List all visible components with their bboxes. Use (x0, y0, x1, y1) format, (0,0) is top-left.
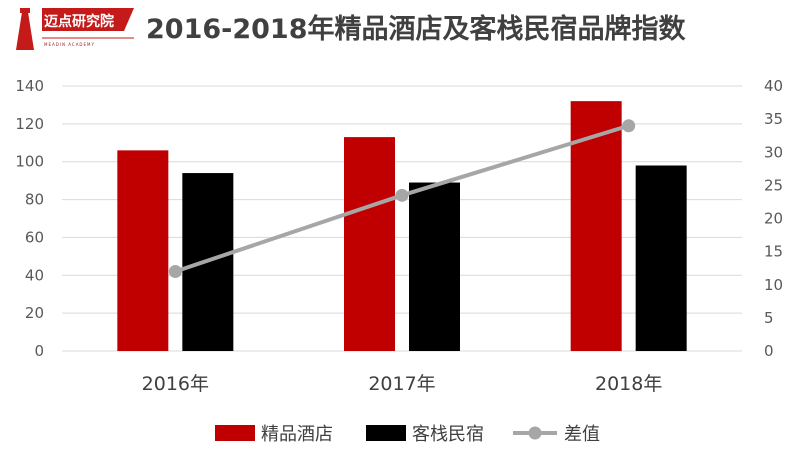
left-tick-label: 80 (25, 191, 44, 209)
legend-swatch (366, 425, 406, 441)
bar-boutique-hotel (117, 150, 169, 351)
legend: 精品酒店 客栈民宿 差值 (215, 424, 600, 445)
right-axis-ticks: 0 5 10 15 20 25 30 35 40 (764, 77, 783, 360)
left-tick-label: 60 (25, 228, 44, 246)
left-tick-label: 120 (15, 115, 44, 133)
chart-title: 2016-2018年精品酒店及客栈民宿品牌指数 (146, 13, 686, 45)
bar-boutique-hotel (344, 137, 395, 351)
legend-swatch (215, 425, 255, 441)
right-tick-label: 35 (764, 110, 783, 128)
bar-inn-homestay (635, 165, 687, 351)
difference-point (168, 265, 182, 278)
logo-tower-top-icon (20, 8, 30, 13)
left-tick-label: 40 (25, 266, 44, 284)
logo-name: 迈点研究院 (44, 13, 114, 30)
legend-label: 差值 (564, 424, 600, 445)
legend-item: 客栈民宿 (366, 424, 484, 445)
left-tick-label: 0 (34, 342, 44, 360)
right-tick-label: 5 (764, 309, 774, 327)
logo: 迈点研究院 MEADIN ACADEMY (16, 8, 134, 50)
category-labels: 2016年 2017年 2018年 (142, 373, 663, 395)
difference-point (622, 119, 636, 133)
left-axis-ticks: 0 20 40 60 80 100 120 140 (15, 77, 44, 360)
legend-marker (528, 426, 542, 440)
left-tick-label: 140 (15, 77, 44, 95)
right-tick-label: 0 (764, 342, 774, 360)
left-tick-label: 20 (25, 304, 44, 322)
logo-banner (42, 8, 134, 31)
category-label: 2016年 (142, 373, 209, 395)
right-tick-label: 10 (764, 276, 783, 294)
logo-tower-icon (16, 12, 34, 50)
category-label: 2017年 (368, 373, 435, 395)
bar-inn-homestay (409, 182, 460, 351)
difference-point (395, 188, 409, 202)
right-tick-label: 20 (764, 210, 783, 228)
left-tick-label: 100 (15, 153, 44, 171)
legend-item: 差值 (513, 424, 600, 445)
right-tick-label: 15 (764, 243, 783, 261)
right-tick-label: 30 (764, 143, 783, 161)
difference-line (168, 119, 636, 278)
logo-subtitle: MEADIN ACADEMY (44, 42, 95, 47)
legend-label: 客栈民宿 (412, 424, 484, 445)
bar-boutique-hotel (570, 101, 622, 352)
category-label: 2018年 (595, 373, 662, 395)
gridlines (62, 85, 742, 352)
right-tick-label: 25 (764, 176, 783, 194)
right-tick-label: 40 (764, 77, 783, 95)
legend-item: 精品酒店 (215, 424, 333, 445)
legend-label: 精品酒店 (261, 424, 333, 445)
